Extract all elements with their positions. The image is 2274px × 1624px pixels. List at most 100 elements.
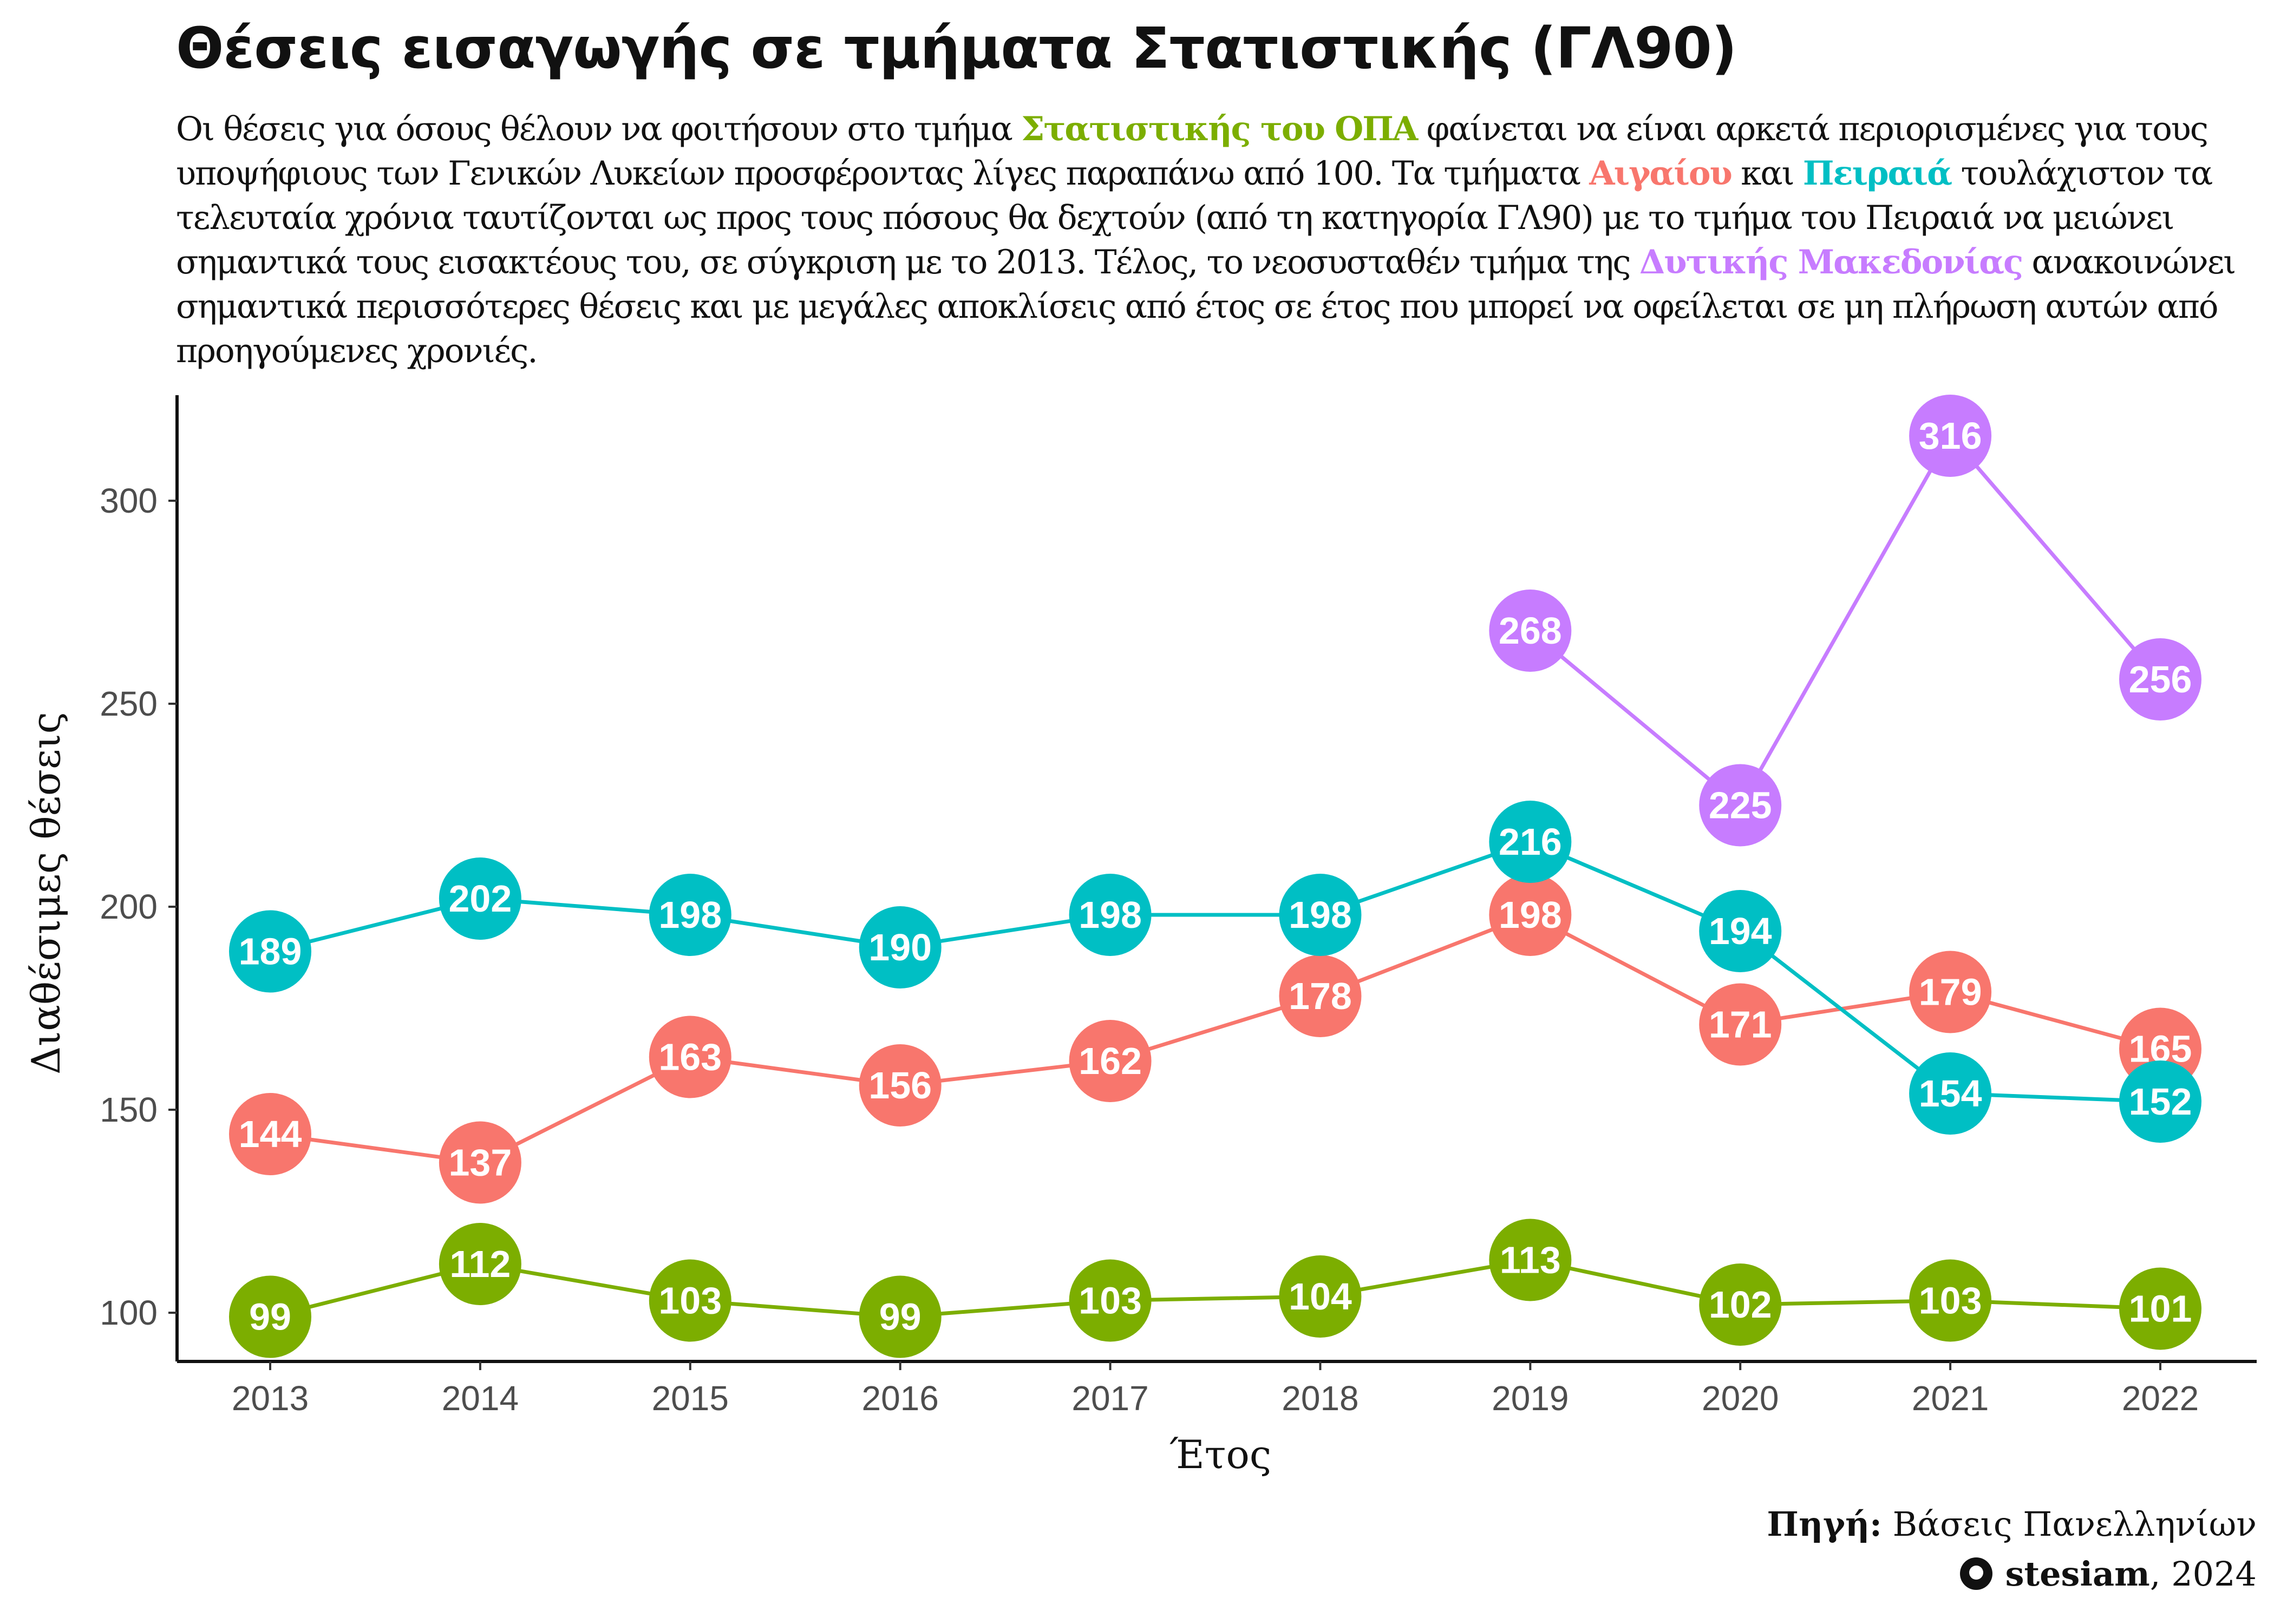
data-point [1489,801,1572,883]
x-tick-label: 2017 [1071,1379,1148,1418]
y-axis-title: Διαθέσιμες θέσεις [23,712,69,1075]
data-label: 101 [2129,1288,2192,1330]
data-label: 256 [2129,658,2192,700]
data-label: 104 [1289,1275,1352,1318]
data-label: 198 [1499,894,1562,936]
x-tick-label: 2013 [232,1379,309,1418]
data-point [1489,590,1572,672]
series-lines [270,434,2162,1319]
data-label: 316 [1919,415,1982,457]
subtitle-text-3: και [1731,154,1803,193]
chart-subtitle: Οι θέσεις για όσους θέλουν να φοιτήσουν … [176,107,2266,374]
data-label: 179 [1919,971,1982,1013]
series-line [270,1258,2161,1319]
x-axis-title: Έτος [1169,1432,1271,1477]
x-tick-label: 2015 [652,1379,729,1418]
data-label: 225 [1709,784,1772,827]
data-label: 154 [1919,1072,1982,1115]
data-point [859,1275,942,1358]
data-point [649,1016,731,1098]
subtitle-text-2: φαίνεται να είναι αρκετά περιορισμένες γ… [176,110,2208,193]
data-point [229,1093,311,1175]
data-label: 137 [448,1142,512,1184]
data-label: 103 [1079,1280,1142,1322]
series-line [1529,434,2162,807]
x-tick-label: 2020 [1702,1379,1779,1418]
series-line [270,913,2161,1164]
data-label: 103 [1919,1280,1982,1322]
x-tick-label: 2018 [1282,1379,1358,1418]
x-tick-label: 2022 [2122,1379,2199,1418]
y-tick-label: 150 [100,1090,158,1129]
caption-source: Βάσεις Πανελληνίων [1892,1504,2257,1544]
github-icon [1959,1557,1992,1590]
series-line [270,840,2161,1104]
data-label: 144 [239,1113,302,1155]
data-point [229,910,311,993]
data-label: 216 [1499,821,1562,863]
data-point [1909,1052,1992,1135]
caption-year: , 2024 [2149,1554,2257,1594]
data-point [229,1275,311,1358]
y-tick-label: 200 [100,887,158,926]
subtitle-highlight-aigaiou: Αιγαίου [1589,154,1733,193]
data-label: 152 [2129,1081,2192,1123]
data-point [1279,955,1362,1037]
data-label: 194 [1709,910,1772,952]
y-tick-label: 100 [100,1293,158,1332]
subtitle-text-1: Οι θέσεις για όσους θέλουν να φοιτήσουν … [176,110,1022,148]
y-tick-label: 300 [100,481,158,520]
caption: Πηγή: Βάσεις Πανελληνίων stesiam, 2024 [1767,1499,2257,1599]
data-label: 163 [658,1036,722,1078]
data-point [2119,1267,2201,1350]
data-point [1069,874,1152,956]
chart-title: Θέσεις εισαγωγής σε τμήματα Στατιστικής … [176,15,1737,81]
subtitle-highlight-opa: Στατιστικής του ΟΠΑ [1021,110,1418,148]
data-point [1699,764,1782,847]
x-tick-label: 2014 [442,1379,519,1418]
data-point [1699,890,1782,972]
x-tick-label: 2021 [1912,1379,1989,1418]
data-label: 171 [1709,1004,1772,1046]
data-point [439,1223,521,1305]
x-tick-label: 2019 [1492,1379,1569,1418]
subtitle-highlight-dmak: Δυτικής Μακεδονίας [1639,243,2023,281]
data-label: 202 [448,878,512,920]
data-label: 99 [249,1296,291,1338]
data-label: 99 [879,1296,922,1338]
data-point [1909,395,1992,477]
axis-layer: 100 150 200 250 300 2013 2014 2015 2016 2017 2018 2… [100,395,2257,1418]
data-label: 189 [239,931,302,973]
data-point [1699,1263,1782,1346]
data-point [1069,1259,1152,1342]
data-label: 198 [1079,894,1142,936]
data-label: 178 [1289,975,1352,1017]
data-point [1279,1255,1362,1338]
subtitle-highlight-peiraia: Πειραιά [1802,154,1952,193]
data-label: 198 [658,894,722,936]
data-point [1909,951,1992,1033]
data-point [1279,874,1362,956]
data-point [2119,1060,2201,1143]
data-point [1069,1020,1152,1102]
data-point [439,857,521,940]
data-label: 102 [1709,1284,1772,1326]
data-point [2119,638,2201,721]
data-label: 162 [1079,1040,1142,1082]
data-point [439,1121,521,1204]
data-label: 113 [1500,1239,1561,1281]
data-point [1909,1259,1992,1342]
data-label: 103 [658,1280,722,1322]
caption-author: stesiam [2005,1554,2150,1594]
caption-source-label: Πηγή: [1767,1504,1882,1544]
caption-author-line: stesiam, 2024 [1767,1549,2257,1599]
data-label: 268 [1499,610,1562,652]
data-point [859,906,942,988]
data-point [1489,874,1572,956]
caption-source-line: Πηγή: Βάσεις Πανελληνίων [1767,1499,2257,1549]
subtitle-text-5: ανακοινώνει σημαντικά περισσότερες θέσει… [176,243,2236,370]
data-label: 190 [868,926,932,968]
data-point [1489,1219,1572,1301]
